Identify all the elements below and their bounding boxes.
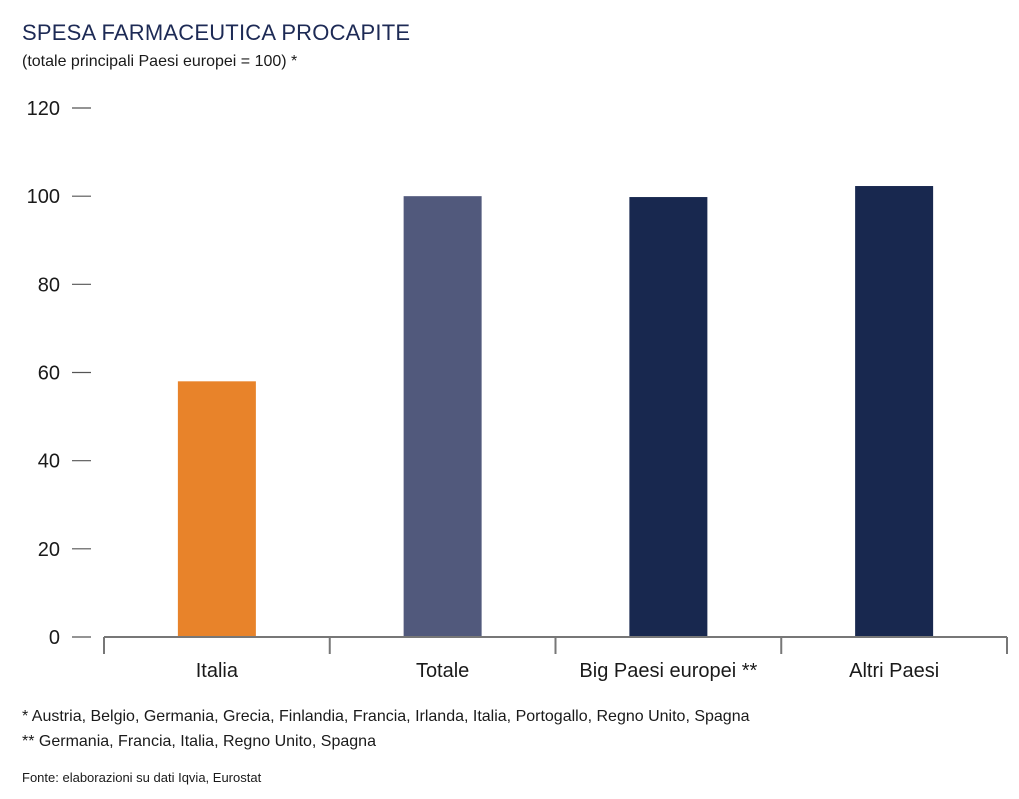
- source-note: Fonte: elaborazioni su dati Iqvia, Euros…: [22, 770, 262, 785]
- bar-italia: [177, 381, 256, 637]
- bar-altri-paesi: [855, 186, 934, 637]
- y-tick-label: 100: [27, 186, 60, 208]
- x-tick-label: Italia: [196, 660, 239, 682]
- footnote-2: ** Germania, Francia, Italia, Regno Unit…: [22, 733, 376, 750]
- y-tick-label: 80: [38, 274, 60, 296]
- bar-big-paesi-europei: [629, 197, 708, 637]
- bar-totale: [403, 196, 482, 637]
- y-tick-label: 120: [27, 98, 60, 120]
- x-tick-label: Big Paesi europei **: [579, 660, 757, 682]
- chart-title: SPESA FARMACEUTICA PROCAPITE: [22, 20, 411, 45]
- y-tick-label: 0: [49, 627, 60, 649]
- y-tick-label: 60: [38, 363, 60, 385]
- x-tick-label: Totale: [416, 660, 469, 682]
- y-tick-label: 40: [38, 451, 60, 473]
- x-tick-label: Altri Paesi: [849, 660, 939, 682]
- chart-subtitle: (totale principali Paesi europei = 100) …: [22, 53, 298, 70]
- y-tick-label: 20: [38, 539, 60, 561]
- footnote-1: * Austria, Belgio, Germania, Grecia, Fin…: [22, 708, 750, 725]
